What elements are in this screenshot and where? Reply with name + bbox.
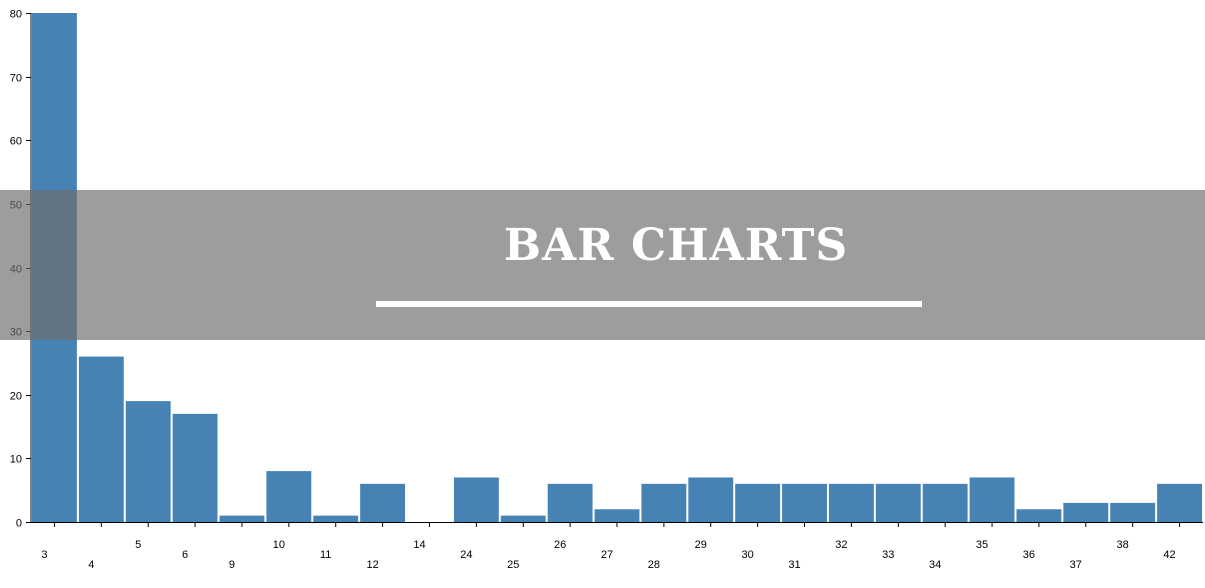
- x-tick-label: 42: [1163, 549, 1175, 561]
- x-tick-label: 9: [229, 559, 235, 571]
- bar-5: [125, 401, 171, 522]
- x-tick-label: 25: [507, 559, 519, 571]
- x-tick-label: 32: [835, 539, 847, 551]
- x-tick-label: 10: [273, 539, 285, 551]
- x-tick-label: 11: [320, 549, 331, 561]
- bar-29: [688, 477, 734, 522]
- bar-42: [1157, 483, 1202, 522]
- x-tick-label: 33: [882, 549, 894, 561]
- y-tick-label: 60: [10, 136, 22, 148]
- x-tick-label: 30: [742, 549, 754, 561]
- bar-28: [641, 483, 687, 522]
- x-tick-label: 5: [135, 539, 141, 551]
- x-tick-label: 31: [788, 559, 800, 571]
- bar-34: [922, 483, 968, 522]
- bar-12: [360, 483, 406, 522]
- bar-33: [875, 483, 921, 522]
- bar-35: [969, 477, 1015, 522]
- bar-6: [172, 413, 218, 522]
- x-tick-label: 24: [460, 549, 472, 561]
- bar-27: [594, 509, 640, 522]
- x-tick-label: 4: [88, 559, 94, 571]
- x-tick-label: 12: [366, 559, 378, 571]
- x-tick-label: 26: [554, 539, 566, 551]
- bar-25: [500, 515, 546, 522]
- x-tick-label: 37: [1070, 559, 1082, 571]
- x-tick-label: 29: [695, 539, 707, 551]
- bar-30: [735, 483, 781, 522]
- bar-36: [1016, 509, 1062, 522]
- y-tick-label: 0: [16, 518, 22, 530]
- bar-37: [1063, 502, 1109, 522]
- y-tick-label: 80: [10, 9, 22, 21]
- bar-32: [828, 483, 874, 522]
- x-tick-label: 3: [41, 549, 47, 561]
- title-banner: BAR CHARTS: [0, 190, 1205, 340]
- x-axis: 3456910111214242526272829303132333435363…: [31, 522, 1203, 571]
- x-tick-label: 27: [601, 549, 613, 561]
- bar-31: [782, 483, 827, 522]
- x-tick-label: 6: [182, 549, 188, 561]
- x-tick-label: 36: [1023, 549, 1035, 561]
- y-tick-label: 10: [10, 454, 22, 466]
- bar-24: [453, 477, 499, 522]
- y-tick-label: 70: [10, 73, 22, 85]
- bar-9: [219, 515, 265, 522]
- y-tick-label: 20: [10, 391, 22, 403]
- bar-4: [78, 356, 124, 522]
- banner-title: BAR CHARTS: [503, 220, 849, 271]
- bar-38: [1110, 502, 1156, 522]
- x-tick-label: 38: [1117, 539, 1129, 551]
- x-tick-label: 28: [648, 559, 660, 571]
- bar-11: [313, 515, 359, 522]
- banner-underline: [376, 301, 922, 307]
- bar-10: [266, 471, 312, 522]
- x-tick-label: 14: [413, 539, 425, 551]
- x-tick-label: 35: [976, 539, 988, 551]
- bar-26: [547, 483, 593, 522]
- x-tick-label: 34: [929, 559, 941, 571]
